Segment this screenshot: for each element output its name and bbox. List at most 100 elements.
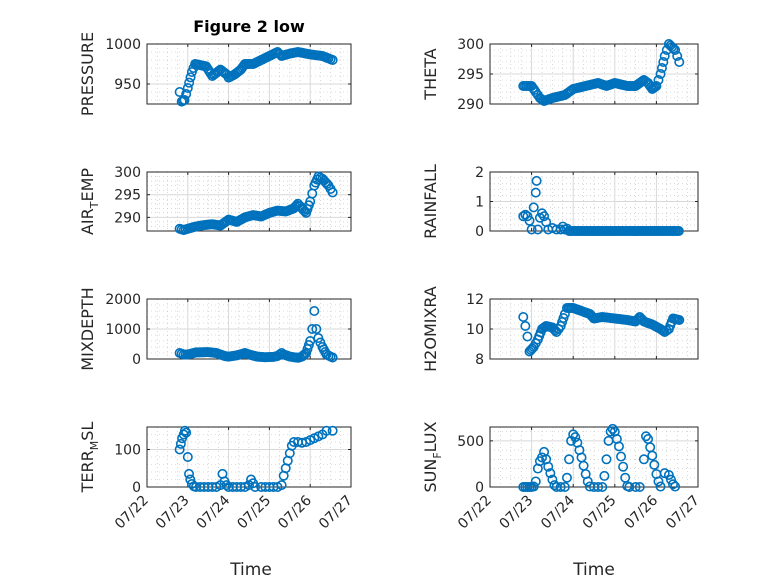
data-point bbox=[668, 479, 679, 490]
data-point bbox=[179, 425, 190, 436]
y-axis-label-main: PRESSURE bbox=[78, 32, 97, 116]
y-tick-label: 0 bbox=[475, 224, 484, 240]
x-tick-label: 07/25 bbox=[580, 493, 620, 533]
y-axis-label-tail: SL bbox=[78, 422, 97, 441]
subplot-rainfall: 0 1 2 RAINFALL bbox=[421, 164, 699, 240]
data-point bbox=[673, 226, 684, 237]
y-tick-label: 295 bbox=[457, 67, 484, 83]
data-point bbox=[561, 472, 572, 483]
data-point bbox=[518, 311, 529, 322]
data-point bbox=[616, 451, 627, 462]
data-point bbox=[307, 323, 318, 334]
data-point bbox=[522, 331, 533, 342]
data-point bbox=[647, 450, 658, 461]
data-point bbox=[564, 454, 575, 465]
y-tick-label: 1000 bbox=[105, 37, 141, 53]
data-point bbox=[321, 425, 332, 436]
y-axis-label: PRESSURE bbox=[78, 32, 97, 116]
data-point bbox=[184, 468, 195, 479]
y-tick-label: 500 bbox=[457, 434, 484, 450]
y-tick-label: 300 bbox=[114, 165, 141, 181]
subplot-sun_flux: 0 500 07/22 07/23 07/24 07/25 07/26 07/27 SUNFLU… bbox=[421, 421, 703, 532]
data-point bbox=[520, 320, 531, 331]
y-tick-label: 12 bbox=[466, 292, 484, 308]
data-point bbox=[674, 56, 685, 67]
data-point bbox=[184, 77, 195, 88]
data-point bbox=[656, 324, 667, 335]
figure-title: Figure 2 low bbox=[193, 17, 305, 36]
data-point bbox=[653, 476, 664, 487]
y-tick-label: 1 bbox=[475, 195, 484, 211]
data-point bbox=[555, 481, 566, 492]
y-axis-label: TERRMSL bbox=[78, 422, 101, 494]
x-axis-title-right: Time bbox=[572, 560, 615, 580]
y-axis-label-main: THETA bbox=[421, 48, 440, 100]
data-point bbox=[181, 89, 192, 100]
data-point bbox=[599, 470, 610, 481]
y-axis-label-tail: EMP bbox=[78, 168, 97, 202]
y-tick-label: 950 bbox=[114, 77, 141, 93]
data-point bbox=[545, 468, 556, 479]
data-point bbox=[655, 481, 666, 492]
y-tick-label: 290 bbox=[114, 210, 141, 226]
x-tick-label: 07/27 bbox=[316, 493, 356, 533]
y-axis-label: H2OMIXRA bbox=[421, 286, 440, 372]
data-point bbox=[526, 224, 537, 235]
subplot-grid: 950 1000 PRESSURE Figure 2 low 290 295 300 THET… bbox=[78, 17, 703, 532]
data-point bbox=[559, 481, 570, 492]
data-point bbox=[658, 325, 669, 336]
subplot-mixdepth: 0 1000 2000 MIXDEPTH bbox=[78, 287, 352, 371]
data-point bbox=[528, 202, 539, 213]
x-tick-label: 07/26 bbox=[275, 492, 315, 532]
data-point bbox=[543, 461, 554, 472]
data-point bbox=[648, 83, 659, 94]
y-axis-label: AIRTEMP bbox=[78, 168, 101, 235]
data-point bbox=[532, 224, 543, 235]
x-tick-label: 07/22 bbox=[112, 493, 152, 533]
data-point bbox=[185, 72, 196, 83]
data-point bbox=[531, 175, 542, 186]
data-point bbox=[174, 444, 185, 455]
data-point bbox=[670, 481, 681, 492]
subplot-pressure: 950 1000 PRESSURE Figure 2 low bbox=[78, 17, 352, 116]
data-point bbox=[327, 187, 338, 198]
data-point bbox=[311, 323, 322, 334]
data-point bbox=[530, 187, 541, 198]
data-point bbox=[655, 69, 666, 80]
data-point bbox=[672, 50, 683, 61]
data-point bbox=[670, 44, 681, 55]
y-tick-label: 8 bbox=[475, 352, 484, 368]
data-point bbox=[618, 461, 629, 472]
x-tick-label: 07/26 bbox=[621, 492, 661, 532]
data-point bbox=[327, 54, 338, 65]
data-point bbox=[539, 211, 550, 222]
y-axis-label-main: SUN bbox=[421, 459, 440, 493]
data-point bbox=[276, 480, 287, 491]
subplot-air_temp: 290 295 300 AIRTEMP bbox=[78, 165, 352, 236]
data-point bbox=[674, 314, 685, 325]
data-point bbox=[597, 481, 608, 492]
data-point bbox=[601, 454, 612, 465]
y-axis-label: RAINFALL bbox=[421, 164, 440, 239]
data-point bbox=[593, 481, 604, 492]
y-axis-label-subscript: F bbox=[431, 452, 444, 458]
data-point bbox=[327, 352, 338, 363]
x-tick-label: 07/27 bbox=[663, 493, 703, 533]
data-point bbox=[658, 56, 669, 67]
y-axis-label-tail: LUX bbox=[421, 421, 440, 452]
x-tick-label: 07/23 bbox=[153, 493, 193, 533]
axes-box bbox=[146, 171, 352, 232]
data-point bbox=[307, 188, 318, 199]
data-point bbox=[570, 432, 581, 443]
y-axis-label: SUNFLUX bbox=[421, 421, 444, 492]
y-axis-label-main: MIXDEPTH bbox=[78, 287, 97, 370]
data-point bbox=[630, 481, 641, 492]
data-point bbox=[524, 215, 535, 226]
data-point bbox=[179, 95, 190, 106]
y-tick-label: 0 bbox=[475, 480, 484, 496]
data-point bbox=[547, 474, 558, 485]
data-point bbox=[218, 67, 229, 78]
y-tick-label: 2 bbox=[475, 165, 484, 181]
data-point bbox=[634, 481, 645, 492]
